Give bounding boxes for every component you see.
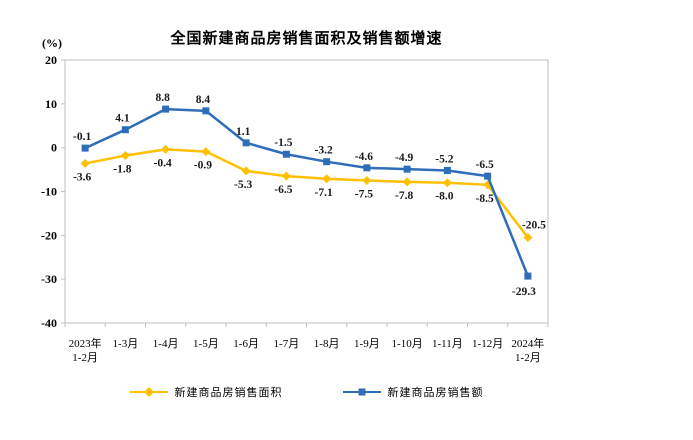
series-sales-area: -3.6 -1.8 -0.4 -0.9 -5.3 -6.5 -7.1 -7.5 -7.8 -8.0… [73, 144, 546, 243]
chart-legend: 新建商品房销售面积 新建商品房销售额 [65, 384, 548, 400]
x-axis-category-label: 1-3月 [113, 338, 139, 350]
legend-item-sales-amount: 新建商品房销售额 [342, 384, 484, 400]
data-label: -7.1 [315, 187, 333, 199]
diamond-marker [362, 176, 372, 186]
square-marker [202, 107, 210, 115]
y-axis-tick-label: -20 [41, 228, 57, 242]
data-label: 8.8 [155, 92, 170, 104]
square-marker [403, 165, 411, 173]
data-label: -3.2 [315, 145, 333, 157]
data-label: -8.0 [435, 191, 453, 203]
square-marker [363, 164, 371, 172]
legend-label: 新建商品房销售面积 [174, 387, 283, 399]
diamond-marker-icon [143, 387, 154, 397]
diamond-marker [161, 144, 171, 154]
square-marker [81, 144, 89, 152]
y-axis-tick-label: -10 [41, 185, 57, 199]
y-axis-tick-label: -30 [41, 272, 57, 286]
x-axis-category-label: 1-12月 [472, 338, 503, 350]
x-axis-category-label: 2024年 [511, 336, 544, 350]
data-label: 1.1 [236, 126, 251, 138]
legend-line-sample [129, 387, 168, 397]
y-axis-unit-label: (%) [42, 36, 62, 50]
data-label: -6.5 [274, 184, 292, 196]
series-sales-amount: -0.1 4.1 8.8 8.4 1.1 -1.5 -3.2 -4.6 -4.9 -5.2 -6.5… [73, 92, 536, 298]
x-axis-category-label: 1-10月 [392, 338, 423, 350]
diamond-marker [322, 174, 332, 184]
y-axis: 20 10 0 -10 -20 -30 -40 [41, 53, 65, 330]
square-marker [484, 172, 492, 180]
x-axis-category-label: 1-2月 [515, 352, 541, 364]
data-label: -4.6 [355, 151, 373, 163]
data-label: -29.3 [512, 286, 536, 298]
plot-frame [64, 59, 549, 324]
x-axis-category-label: 1-5月 [193, 338, 219, 350]
data-label: -6.5 [476, 159, 494, 171]
data-label: -0.4 [154, 157, 172, 169]
diamond-marker [241, 166, 251, 176]
data-label: 4.1 [115, 113, 130, 125]
square-marker [242, 139, 250, 147]
diamond-marker [442, 178, 452, 188]
x-axis-category-label: 1-2月 [72, 352, 98, 364]
y-axis-tick-label: 20 [45, 53, 57, 67]
data-label: -7.8 [395, 190, 413, 202]
data-label: -8.5 [476, 193, 494, 205]
data-label: 8.4 [196, 94, 211, 106]
data-label: -1.8 [113, 164, 131, 176]
x-axis: 2023年 1-2月 1-3月 1-4月 1-5月 1-6月 1-7月 1-8月 1-9月 1-1… [64, 323, 549, 364]
square-marker [323, 158, 331, 166]
diamond-marker [80, 158, 90, 168]
x-axis-category-label: 2023年 [69, 336, 102, 350]
data-label: -5.2 [435, 153, 453, 165]
x-axis-category-label: 1-7月 [274, 338, 300, 350]
y-axis-tick-label: 10 [45, 97, 57, 111]
diamond-marker [523, 233, 533, 243]
square-marker [162, 105, 170, 113]
square-marker [443, 166, 451, 174]
diamond-marker [402, 177, 412, 187]
x-axis-category-label: 1-4月 [153, 338, 179, 350]
diamond-marker [120, 151, 130, 161]
square-marker [282, 150, 290, 158]
x-axis-category-label: 1-11月 [432, 338, 463, 350]
x-axis-category-label: 1-6月 [233, 338, 259, 350]
data-label: -5.3 [234, 179, 252, 191]
series-line [83, 107, 530, 278]
data-label: -3.6 [73, 171, 91, 183]
x-axis-category-label: 1-9月 [354, 338, 380, 350]
series-line [83, 148, 530, 239]
data-label: -20.5 [522, 220, 546, 232]
data-label: -4.9 [395, 152, 413, 164]
diamond-marker [281, 171, 291, 181]
square-marker [121, 126, 129, 134]
legend-label: 新建商品房销售额 [387, 387, 484, 399]
legend-line-sample [342, 388, 381, 396]
square-marker-icon [358, 388, 365, 396]
data-label: -0.1 [73, 131, 91, 143]
x-axis-category-label: 1-8月 [314, 338, 340, 350]
data-label: -0.9 [194, 160, 212, 172]
diamond-marker [201, 147, 211, 157]
data-label: -1.5 [274, 137, 292, 149]
y-axis-tick-label: -40 [41, 316, 57, 330]
data-label: -7.5 [355, 189, 373, 201]
chart-title: 全国新建商品房销售面积及销售额增速 [170, 30, 443, 47]
legend-item-sales-area: 新建商品房销售面积 [129, 384, 283, 400]
square-marker [524, 272, 532, 280]
y-axis-tick-label: 0 [51, 141, 57, 155]
